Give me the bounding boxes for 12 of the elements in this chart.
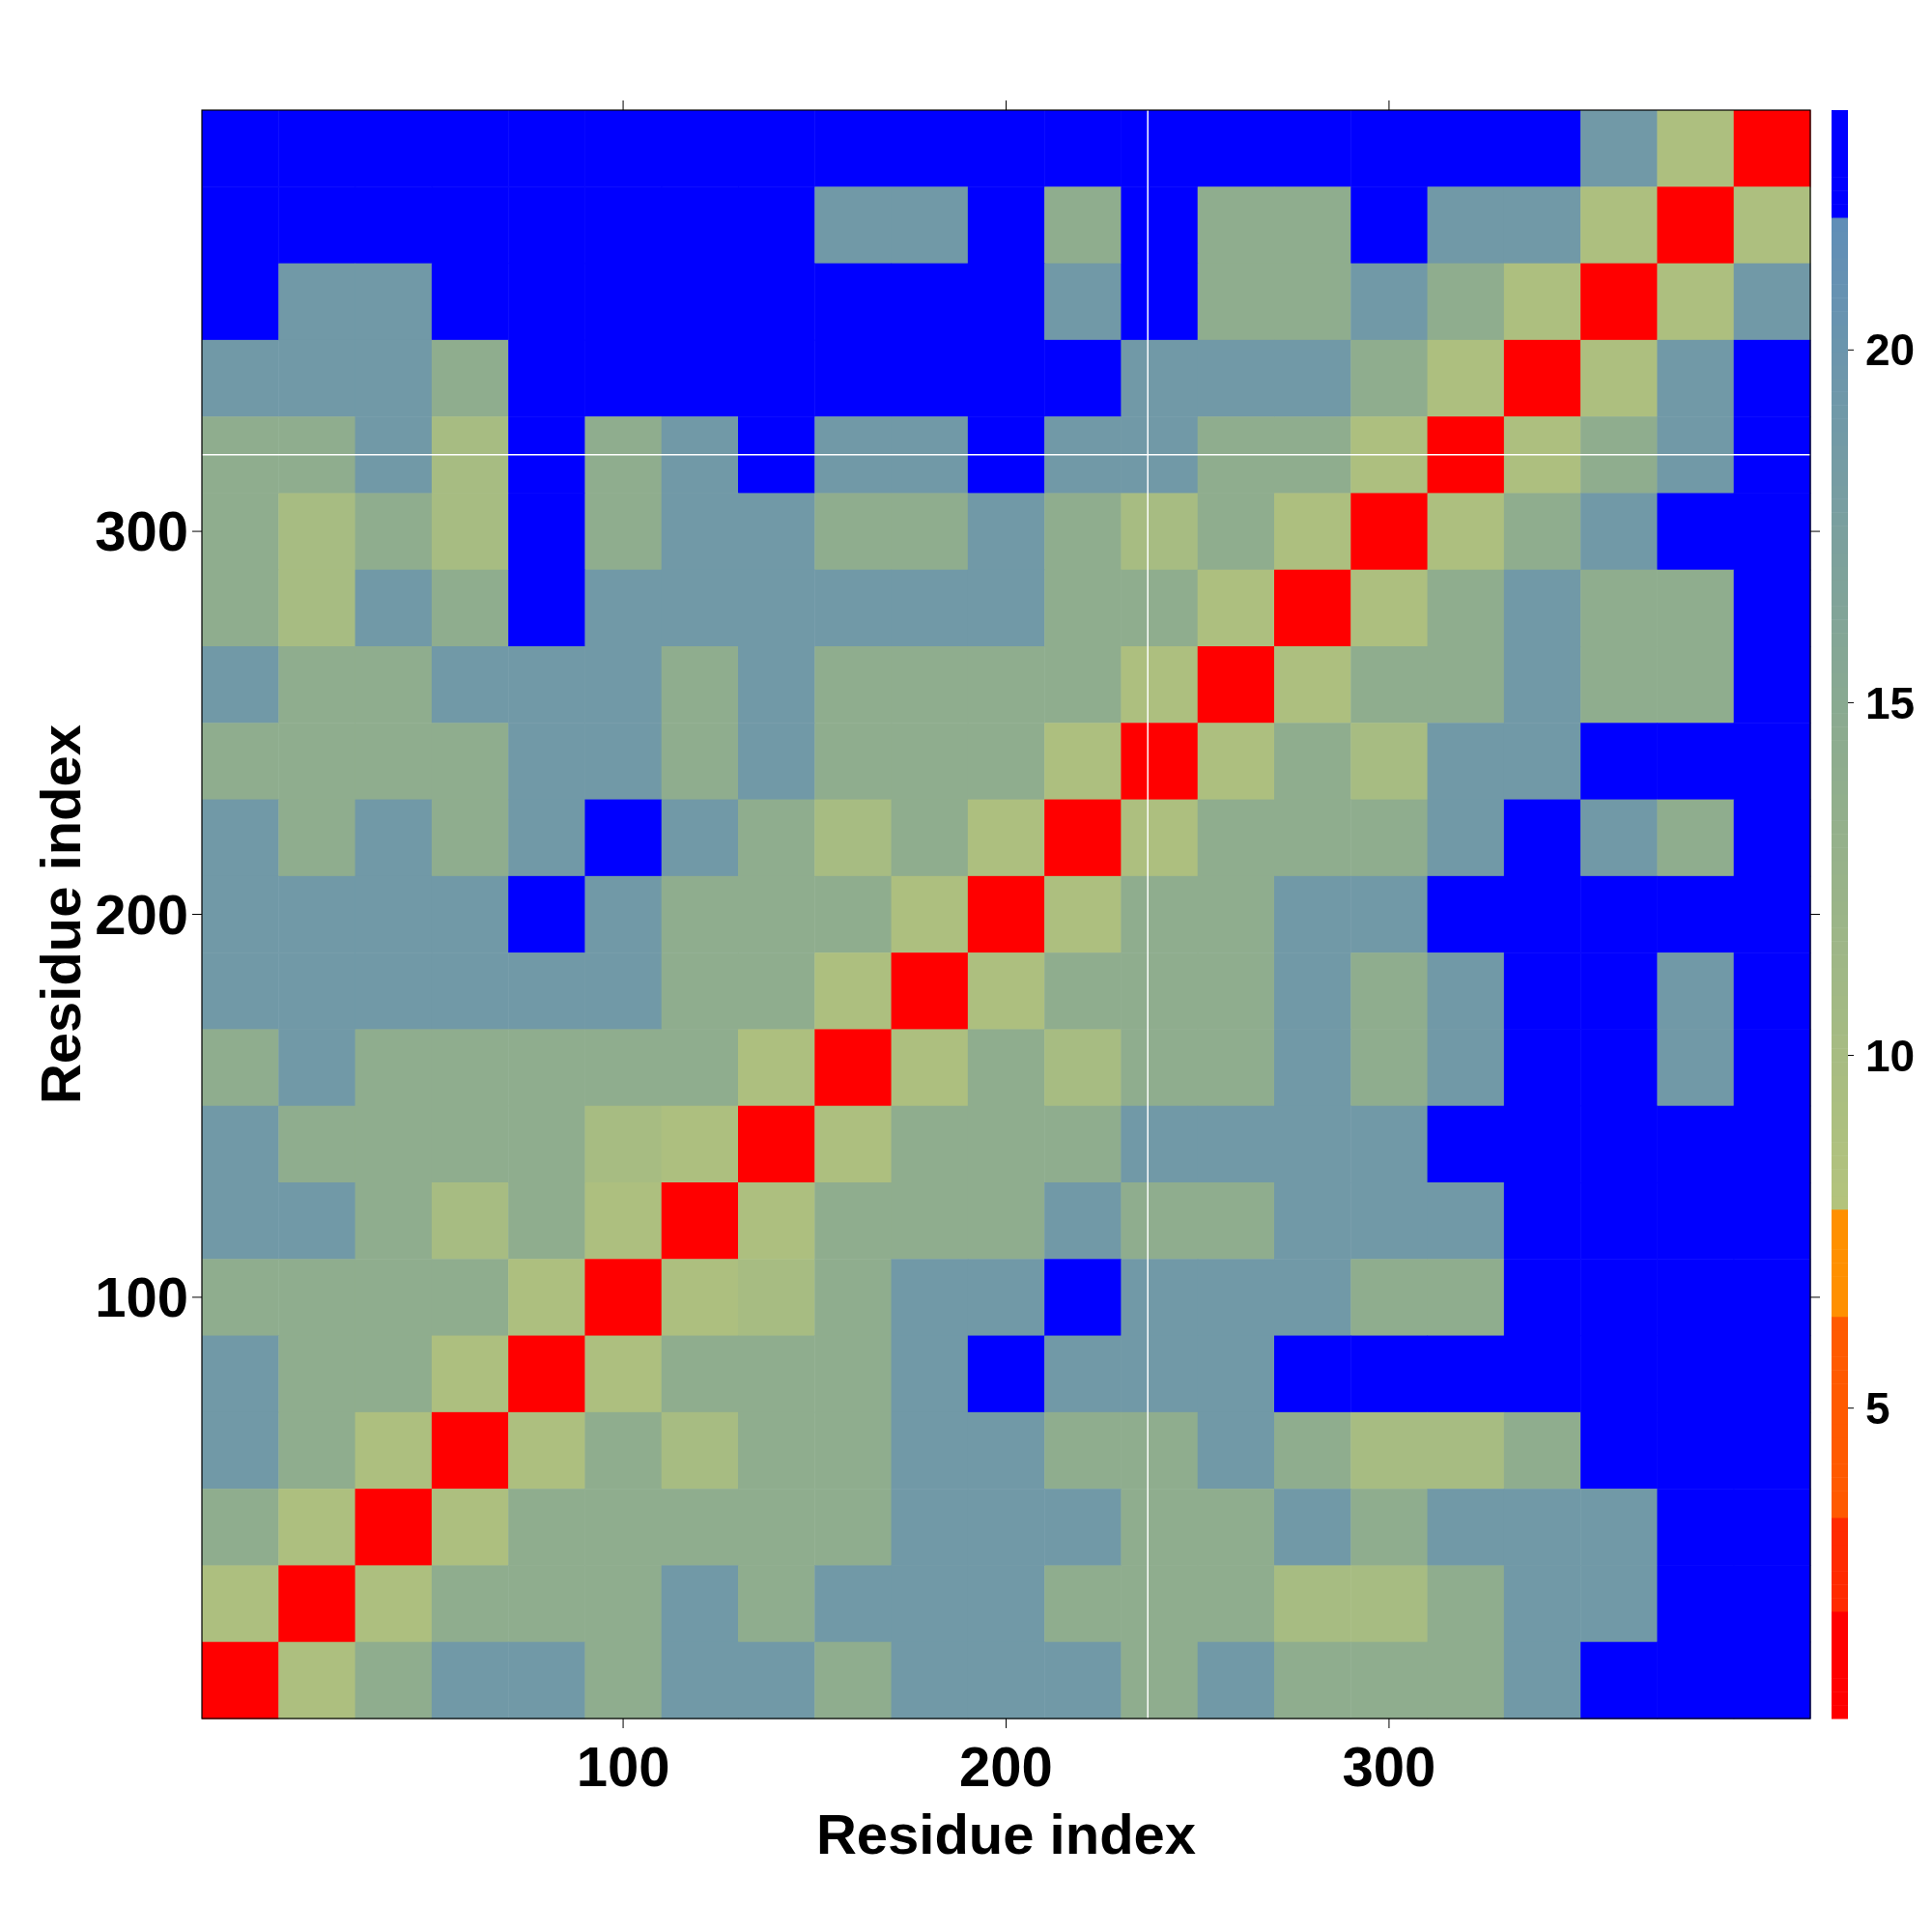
y-tick-label: 100: [95, 1265, 188, 1329]
color-bar-label: 10: [1865, 1030, 1916, 1081]
color-bar-label: 5: [1865, 1382, 1890, 1434]
y-tick-label: 300: [95, 499, 188, 563]
color-bar-label: 15: [1865, 677, 1916, 728]
y-axis-title: Residue index: [29, 724, 92, 1105]
x-axis-title: Residue index: [815, 1803, 1197, 1865]
color-bar-label: 20: [1865, 325, 1916, 376]
x-tick-label: 100: [576, 1735, 670, 1798]
x-tick-label: 200: [959, 1735, 1053, 1798]
y-tick-label: 200: [95, 882, 188, 946]
x-tick-label: 300: [1342, 1735, 1436, 1798]
